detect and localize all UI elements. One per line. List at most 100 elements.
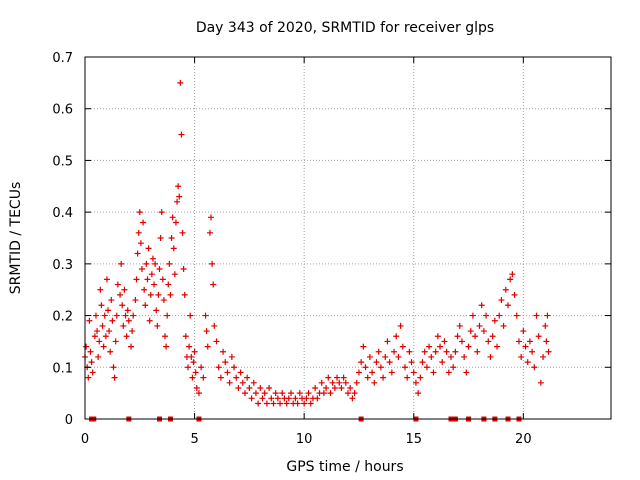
data-point [489, 333, 496, 340]
data-point [151, 281, 158, 288]
x-tick-label: 20 [515, 432, 532, 447]
data-point [113, 312, 120, 319]
data-point [399, 343, 406, 350]
data-point [203, 328, 210, 335]
data-point [511, 291, 518, 298]
data-point [191, 348, 198, 355]
data-point [160, 297, 167, 304]
data-point [95, 353, 102, 360]
data-point [331, 384, 338, 391]
data-point [92, 312, 99, 319]
chart-title: Day 343 of 2020, SRMTID for receiver glp… [196, 20, 494, 36]
data-point [382, 353, 389, 360]
data-point [467, 328, 474, 335]
data-point [97, 286, 104, 293]
data-point [192, 369, 199, 376]
y-tick-label: 0.4 [52, 206, 73, 221]
data-point [518, 353, 525, 360]
data-point [421, 348, 428, 355]
data-point [118, 260, 125, 267]
data-point [325, 374, 332, 381]
data-point [165, 281, 172, 288]
data-point [168, 235, 175, 241]
data-point [119, 302, 126, 309]
data-point [250, 379, 257, 386]
data-point [235, 384, 242, 391]
data-point [178, 131, 185, 138]
data-point [195, 390, 202, 397]
data-point [222, 359, 229, 366]
data-point [432, 348, 439, 355]
data-point [520, 328, 527, 335]
data-points [82, 79, 552, 407]
data-point [393, 333, 400, 340]
data-point [153, 307, 160, 314]
data-point [143, 260, 150, 267]
data-point [355, 369, 362, 376]
data-point [529, 348, 536, 355]
data-point [164, 312, 171, 319]
data-point [312, 384, 319, 391]
data-point [296, 390, 303, 397]
data-point [147, 291, 154, 298]
y-tick-label: 0.6 [52, 103, 73, 118]
data-point [294, 400, 301, 407]
data-point [434, 333, 441, 340]
data-point [524, 359, 531, 366]
data-point [469, 312, 476, 319]
data-point [537, 379, 544, 386]
data-point [371, 379, 378, 386]
data-point [146, 317, 153, 324]
data-point [272, 390, 279, 397]
data-point [480, 328, 487, 335]
data-point [142, 302, 149, 309]
data-point [217, 374, 224, 381]
data-point [288, 390, 295, 397]
y-tick-label: 0.5 [52, 154, 73, 169]
data-point [384, 338, 391, 345]
data-point [123, 333, 130, 340]
data-point [231, 364, 238, 371]
data-point [441, 338, 448, 345]
data-point [182, 333, 189, 340]
data-point [128, 343, 135, 350]
data-point [83, 343, 90, 350]
x-tick-label: 15 [405, 432, 422, 447]
data-point [342, 379, 349, 386]
data-point [463, 369, 470, 376]
data-point [246, 384, 253, 391]
data-point [412, 379, 419, 386]
data-point [189, 374, 196, 381]
data-point [404, 374, 411, 381]
data-point [542, 322, 549, 329]
y-tick-label: 0.2 [52, 310, 73, 325]
data-point [125, 317, 132, 324]
x-axis-label: GPS time / hours [286, 459, 403, 475]
data-point [91, 333, 98, 340]
data-point [391, 348, 398, 355]
data-point [423, 364, 430, 371]
data-point [98, 302, 105, 309]
data-point [301, 400, 308, 407]
data-point [369, 369, 376, 376]
data-point [156, 266, 163, 273]
data-point [169, 214, 176, 221]
data-point [452, 348, 459, 355]
data-point [215, 364, 222, 371]
data-point [415, 390, 422, 397]
data-point [103, 276, 110, 283]
data-point [175, 183, 182, 190]
data-point [362, 364, 369, 371]
y-axis-ticks: 0 0.1 0.2 0.3 0.4 0.5 0.6 0.7 [52, 51, 611, 428]
data-point [187, 312, 194, 319]
data-point [358, 359, 365, 366]
data-point [500, 322, 507, 329]
data-point [351, 390, 358, 397]
data-point [430, 369, 437, 376]
data-point [318, 379, 325, 386]
data-point [380, 374, 387, 381]
data-point [454, 333, 461, 340]
data-point [177, 79, 184, 86]
data-point [161, 333, 168, 340]
data-point [395, 353, 402, 360]
